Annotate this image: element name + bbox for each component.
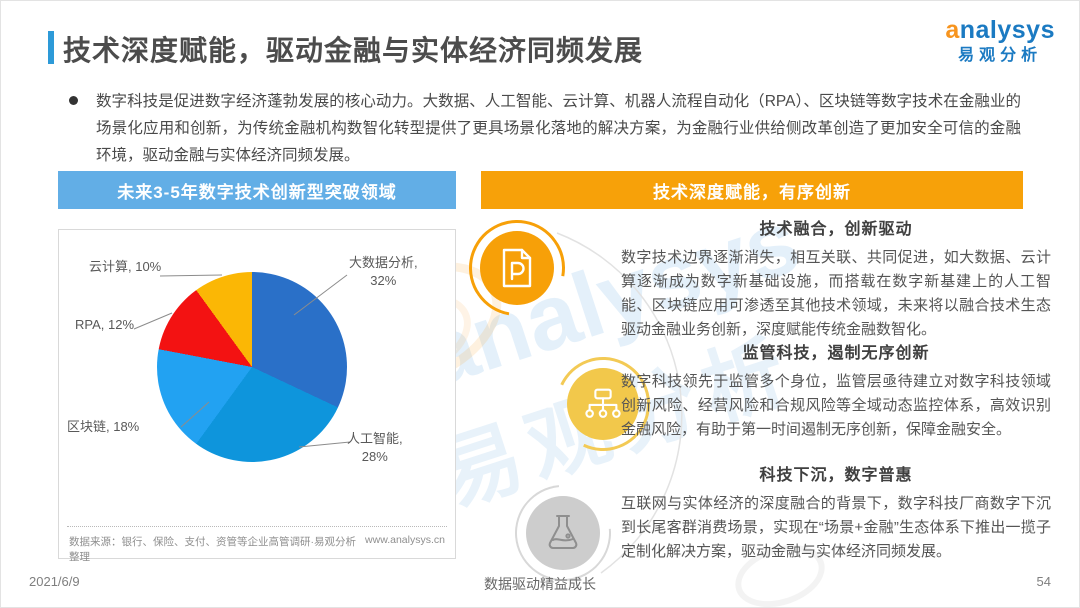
analysys-logo: analysys 易观分析 <box>945 16 1055 64</box>
logo-brand-cn-text: 易观分析 <box>958 46 1043 64</box>
section-regtech: 监管科技，遏制无序创新 数字科技领先于监管多个身位，监管层亟待建立对数字科技领域… <box>621 339 1051 442</box>
intro-text: 数字科技是促进数字经济蓬勃发展的核心动力。大数据、人工智能、云计算、机器人流程自… <box>96 93 1021 164</box>
footer-date: 2021/6/9 <box>29 574 80 589</box>
pie-label: 人工智能, 28% <box>347 431 403 464</box>
pie-label: 云计算, 10% <box>89 259 162 274</box>
section-body: 数字科技领先于监管多个身位，监管层亟待建立对数字科技领域创新风险、经营风险和合规… <box>621 373 1051 438</box>
section-tech-inclusion: 科技下沉，数字普惠 互联网与实体经济的深度融合的背景下，数字科技厂商数字下沉到长… <box>621 461 1051 564</box>
footer-slogan: 数据驱动精益成长 <box>484 576 596 592</box>
pie-label: 大数据分析, 32% <box>349 255 418 288</box>
chart-source-text: 数据来源：银行、保险、支付、资管等企业高管调研·易观分析整理 <box>69 536 356 563</box>
pie-label: RPA, 12% <box>75 317 135 332</box>
section-title: 监管科技，遏制无序创新 <box>742 345 930 362</box>
right-panel-header: 技术深度赋能，有序创新 <box>481 171 1023 209</box>
logo-brand-text: analysys <box>945 16 1055 44</box>
section-title: 技术融合，创新驱动 <box>759 221 913 238</box>
page-title: 技术深度赋能，驱动金融与实体经济同频发展 <box>63 35 644 66</box>
chart-website-text: www.analysys.cn <box>365 534 445 546</box>
left-panel-header: 未来3-5年数字技术创新型突破领域 <box>58 171 456 209</box>
section-tech-fusion: 技术融合，创新驱动 数字技术边界逐渐消失，相互关联、共同促进，如大数据、云计算逐… <box>621 215 1051 342</box>
footer-page-number: 54 <box>1036 574 1051 589</box>
section-body: 数字技术边界逐渐消失，相互关联、共同促进，如大数据、云计算逐渐成为数字新基础设施… <box>621 249 1051 338</box>
section-title: 科技下沉，数字普惠 <box>759 467 913 484</box>
title-accent-bar <box>48 31 54 64</box>
section-body: 互联网与实体经济的深度融合的背景下，数字科技厂商数字下沉到长尾客群消费场景，实现… <box>621 495 1051 560</box>
document-p-icon <box>480 231 554 305</box>
pie-chart <box>157 272 347 462</box>
intro-paragraph: 数字科技是促进数字经济蓬勃发展的核心动力。大数据、人工智能、云计算、机器人流程自… <box>69 88 1021 169</box>
bullet-icon <box>69 96 78 105</box>
pie-leader-lines <box>133 274 351 448</box>
pie-label: 区块链, 18% <box>67 419 140 434</box>
pie-chart-panel: 大数据分析, 32% 人工智能, 28% 区块链, 18% RPA, 12% 云计算, 10… <box>58 229 456 563</box>
chart-divider <box>67 526 447 527</box>
flask-icon <box>526 496 600 570</box>
